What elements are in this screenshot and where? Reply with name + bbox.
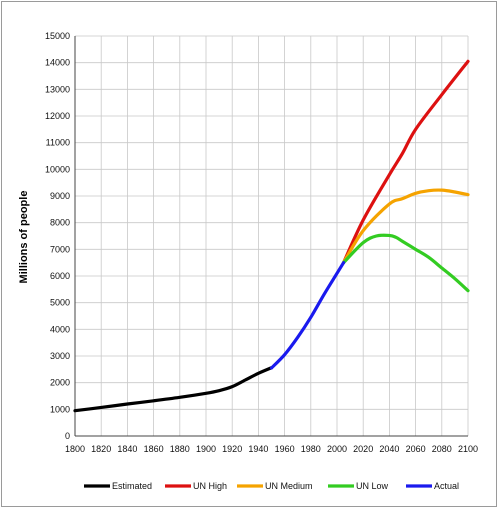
x-tick-label: 2080 [432,444,452,454]
x-tick-label: 1840 [117,444,137,454]
y-tick-label: 7000 [50,244,70,254]
x-tick-label: 1980 [301,444,321,454]
y-tick-label: 10000 [45,164,70,174]
y-tick-label: 14000 [45,58,70,68]
legend: Estimated UN High UN Medium UN Low Actual [84,481,459,491]
grid-lines [74,35,469,437]
x-tick-label: 2020 [353,444,373,454]
legend-item-un-low: UN Low [328,481,389,491]
y-tick-label: 1000 [50,404,70,414]
x-tick-label: 1920 [222,444,242,454]
legend-item-un-high: UN High [165,481,227,491]
series-line-un-medium [341,188,470,265]
legend-label: Actual [434,481,459,491]
y-tick-labels: 0 1000 2000 3000 4000 5000 6000 7000 8000 9000 100… [45,31,70,441]
y-tick-label: 2000 [50,378,70,388]
y-tick-label: 8000 [50,218,70,228]
x-tick-label: 1900 [196,444,216,454]
y-tick-label: 0 [65,431,70,441]
x-tick-label: 2100 [458,444,478,454]
x-tick-label: 2060 [406,444,426,454]
x-tick-label: 1880 [170,444,190,454]
y-axis-label: Millions of people [18,191,30,284]
series-lines [73,59,470,413]
legend-label: UN High [193,481,227,491]
y-tick-label: 15000 [45,31,70,41]
x-tick-labels: 1800 1820 1840 1860 1880 1900 1920 1940 1960 1980… [65,444,478,454]
y-tick-label: 6000 [50,271,70,281]
y-tick-label: 12000 [45,111,70,121]
legend-label: Estimated [112,481,152,491]
axes [74,36,468,437]
series-line-un-high [341,59,470,265]
series-line-estimated [73,366,274,413]
y-tick-label: 5000 [50,298,70,308]
y-tick-label: 9000 [50,191,70,201]
x-tick-label: 1960 [275,444,295,454]
x-tick-label: 1800 [65,444,85,454]
x-tick-label: 1940 [248,444,268,454]
x-tick-label: 1820 [91,444,111,454]
y-tick-label: 13000 [45,84,70,94]
series-line-un-low [341,233,470,293]
legend-item-un-medium: UN Medium [237,481,313,491]
x-tick-label: 1860 [144,444,164,454]
legend-label: UN Low [356,481,389,491]
legend-label: UN Medium [265,481,313,491]
series-line-actual [269,261,346,370]
x-tick-label: 2000 [327,444,347,454]
legend-item-actual: Actual [406,481,459,491]
y-tick-label: 11000 [46,138,70,148]
y-tick-label: 4000 [50,324,70,334]
legend-item-estimated: Estimated [84,481,152,491]
x-tick-label: 2040 [379,444,399,454]
y-tick-label: 3000 [50,351,70,361]
